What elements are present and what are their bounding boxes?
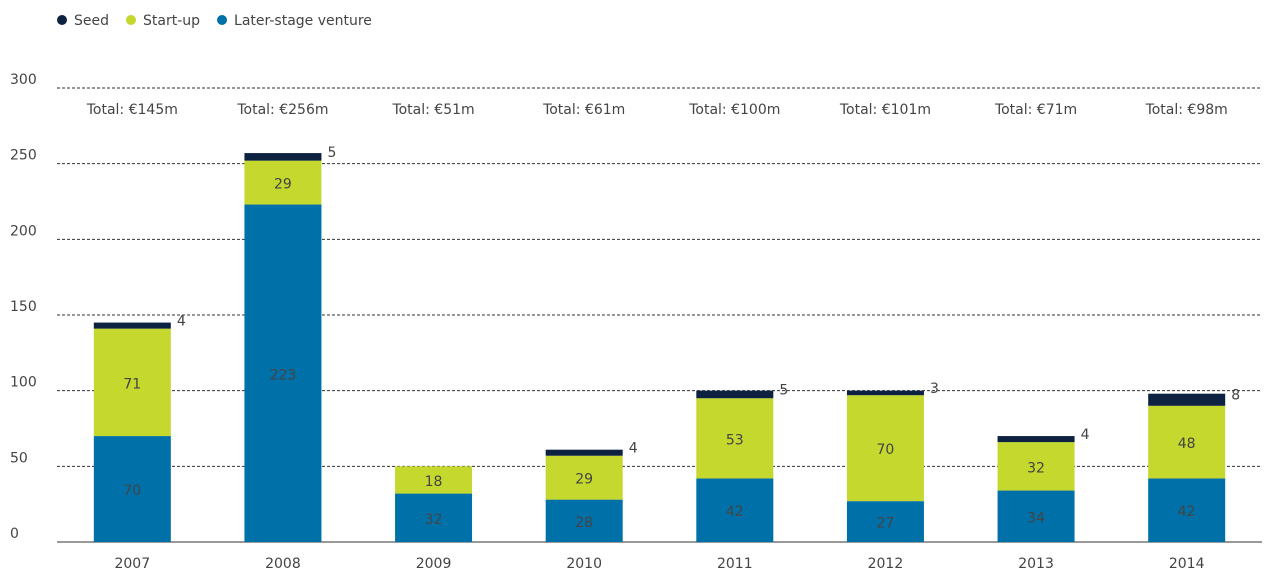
y-tick-label: 100 — [10, 375, 37, 391]
value-label: 4 — [177, 314, 186, 330]
x-tick-label: 2012 — [868, 556, 904, 572]
x-tick-label: 2009 — [416, 556, 452, 572]
bar-segment — [93, 328, 171, 437]
bar-segment — [244, 153, 322, 161]
legend-label: Later-stage venture — [234, 13, 372, 29]
bar-segment — [1148, 405, 1226, 479]
bar-segment — [696, 398, 774, 479]
value-label: 48 — [1178, 436, 1196, 452]
value-label: 8 — [1231, 388, 1240, 404]
bar-segment — [545, 455, 623, 500]
value-label: 42 — [726, 504, 744, 520]
bar-segment — [997, 490, 1075, 542]
value-label: 28 — [575, 515, 593, 531]
value-label: 29 — [274, 177, 292, 193]
y-tick-label: 0 — [10, 526, 19, 542]
total-label: Total: €51m — [391, 102, 474, 118]
value-label: 4 — [629, 441, 638, 457]
x-tick-label: 2014 — [1169, 556, 1205, 572]
x-tick-label: 2013 — [1018, 556, 1054, 572]
value-label: 32 — [425, 512, 443, 528]
y-tick-label: 250 — [10, 148, 37, 164]
value-label: 223 — [270, 367, 297, 383]
value-label: 42 — [1178, 504, 1196, 520]
value-label: 5 — [327, 145, 336, 161]
total-label: Total: €145m — [86, 102, 178, 118]
total-label: Total: €101m — [839, 102, 931, 118]
value-label: 53 — [726, 432, 744, 448]
bar-segment — [1148, 393, 1226, 406]
value-label: 34 — [1027, 510, 1045, 526]
y-tick-label: 300 — [10, 72, 37, 88]
total-label: Total: €256m — [236, 102, 328, 118]
bar-segment — [244, 204, 322, 542]
bar-segment — [846, 501, 924, 542]
bar-segment — [545, 499, 623, 542]
bar-segment — [997, 442, 1075, 491]
bar-segment — [846, 390, 924, 396]
x-tick-label: 2011 — [717, 556, 753, 572]
bar-segment — [1148, 478, 1226, 542]
total-label: Total: €61m — [542, 102, 625, 118]
bar-segment — [244, 160, 322, 205]
bar-segment — [93, 322, 171, 329]
legend-marker — [217, 15, 228, 25]
bar-segment — [696, 478, 774, 542]
value-label: 29 — [575, 472, 593, 488]
bar-segment — [545, 449, 623, 456]
bar-segment — [696, 390, 774, 399]
legend-marker — [57, 15, 67, 25]
x-tick-label: 2007 — [114, 556, 150, 572]
bar-segment — [395, 493, 473, 542]
legend-marker — [126, 15, 136, 25]
value-label: 70 — [123, 483, 141, 499]
bar-segment — [93, 436, 171, 542]
total-label: Total: €71m — [994, 102, 1077, 118]
total-label: Total: €100m — [688, 102, 780, 118]
value-label: 5 — [779, 382, 788, 398]
bar-segment — [997, 436, 1075, 443]
legend-label: Seed — [74, 13, 109, 29]
value-label: 4 — [1081, 427, 1090, 443]
value-label: 27 — [877, 516, 895, 532]
value-label: 70 — [877, 442, 895, 458]
y-tick-label: 200 — [10, 223, 37, 239]
value-label: 32 — [1027, 460, 1045, 476]
bar-segment — [846, 395, 924, 502]
bar-segment — [395, 466, 473, 494]
value-label: 3 — [930, 381, 939, 397]
x-tick-label: 2008 — [265, 556, 301, 572]
value-label: 18 — [425, 474, 443, 490]
y-tick-label: 150 — [10, 299, 37, 315]
x-tick-label: 2010 — [566, 556, 602, 572]
y-tick-label: 50 — [10, 450, 28, 466]
legend-label: Start-up — [143, 13, 200, 29]
value-label: 71 — [123, 376, 141, 392]
total-label: Total: €98m — [1145, 102, 1228, 118]
